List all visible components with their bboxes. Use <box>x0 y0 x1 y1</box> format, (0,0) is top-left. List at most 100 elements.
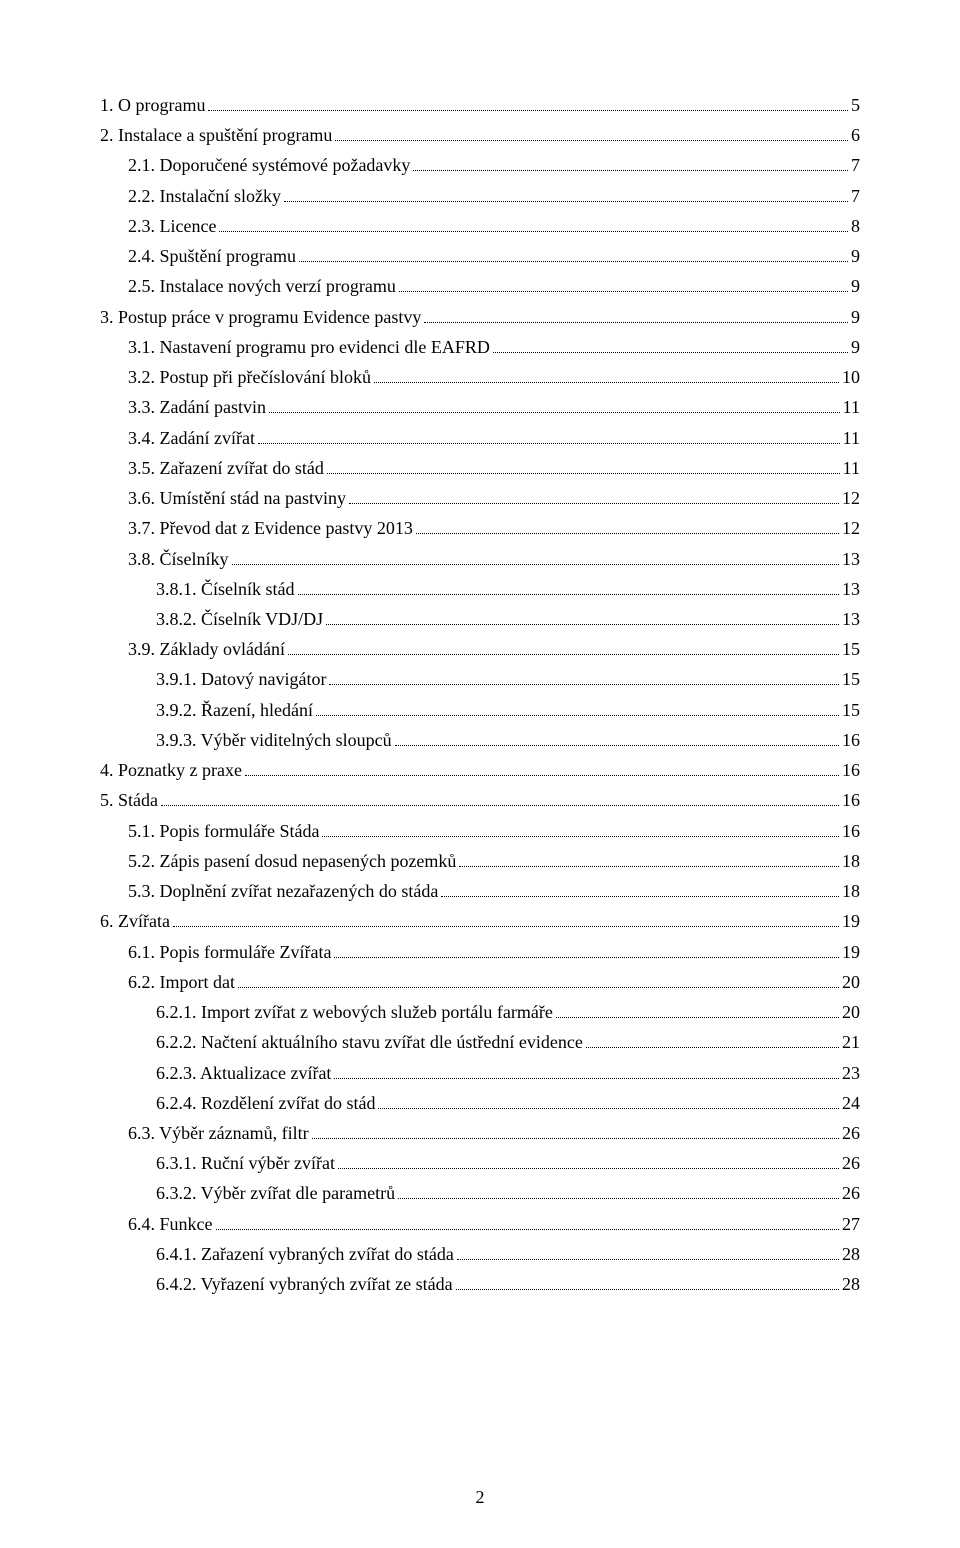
toc-dot-leader <box>349 503 839 504</box>
toc-entry: 6.2.4. Rozdělení zvířat do stád24 <box>100 1088 860 1118</box>
toc-dot-leader <box>395 745 839 746</box>
toc-dot-leader <box>173 926 839 927</box>
toc-entry-title: 5.3. Doplnění zvířat nezařazených do stá… <box>128 876 438 906</box>
toc-dot-leader <box>334 1078 839 1079</box>
toc-entry-title: 3.3. Zadání pastvin <box>128 392 266 422</box>
toc-entry-title: 3.9.1. Datový navigátor <box>156 664 326 694</box>
toc-entry: 3. Postup práce v programu Evidence past… <box>100 302 860 332</box>
toc-dot-leader <box>219 231 848 232</box>
toc-entry: 6.1. Popis formuláře Zvířata19 <box>100 937 860 967</box>
toc-dot-leader <box>299 261 848 262</box>
toc-dot-leader <box>312 1138 839 1139</box>
toc-entry-title: 3.1. Nastavení programu pro evidenci dle… <box>128 332 490 362</box>
toc-entry: 2. Instalace a spuštění programu 6 <box>100 120 860 150</box>
toc-entry: 3.9.2. Řazení, hledání15 <box>100 695 860 725</box>
toc-dot-leader <box>335 140 848 141</box>
toc-dot-leader <box>398 1198 839 1199</box>
toc-entry-title: 4. Poznatky z praxe <box>100 755 242 785</box>
toc-entry-page: 11 <box>843 453 860 483</box>
toc-entry-page: 26 <box>842 1148 860 1178</box>
toc-entry-title: 1. O programu <box>100 90 205 120</box>
toc-entry-page: 16 <box>842 785 860 815</box>
toc-entry-title: 6.2.1. Import zvířat z webových služeb p… <box>156 997 553 1027</box>
toc-entry-page: 11 <box>843 423 860 453</box>
toc-dot-leader <box>413 170 848 171</box>
toc-entry-page: 7 <box>851 181 860 211</box>
toc-entry: 6.4.2. Vyřazení vybraných zvířat ze stád… <box>100 1269 860 1299</box>
toc-entry-page: 18 <box>842 846 860 876</box>
toc-entry: 6.2.1. Import zvířat z webových služeb p… <box>100 997 860 1027</box>
toc-entry: 3.1. Nastavení programu pro evidenci dle… <box>100 332 860 362</box>
toc-entry-page: 15 <box>842 664 860 694</box>
toc-entry-page: 13 <box>842 604 860 634</box>
toc-dot-leader <box>456 1289 839 1290</box>
toc-dot-leader <box>284 201 848 202</box>
toc-dot-leader <box>493 352 848 353</box>
toc-entry-page: 20 <box>842 997 860 1027</box>
toc-entry-title: 6.3.1. Ruční výběr zvířat <box>156 1148 335 1178</box>
toc-entry-page: 15 <box>842 695 860 725</box>
toc-entry: 6.2. Import dat20 <box>100 967 860 997</box>
toc-entry-page: 12 <box>842 513 860 543</box>
toc-entry: 3.2. Postup při přečíslování bloků10 <box>100 362 860 392</box>
toc-entry-title: 3.4. Zadání zvířat <box>128 423 255 453</box>
toc-entry-page: 10 <box>842 362 860 392</box>
toc-entry: 6.4.1. Zařazení vybraných zvířat do stád… <box>100 1239 860 1269</box>
toc-entry-title: 3.8.1. Číselník stád <box>156 574 295 604</box>
toc-entry: 6.2.3. Aktualizace zvířat 23 <box>100 1058 860 1088</box>
toc-entry: 6.3. Výběr záznamů, filtr26 <box>100 1118 860 1148</box>
toc-entry: 3.8. Číselníky13 <box>100 544 860 574</box>
toc-dot-leader <box>556 1017 839 1018</box>
toc-entry-page: 16 <box>842 755 860 785</box>
toc-entry-title: 3.7. Převod dat z Evidence pastvy 2013 <box>128 513 413 543</box>
toc-entry: 2.2. Instalační složky 7 <box>100 181 860 211</box>
toc-entry-page: 13 <box>842 544 860 574</box>
toc-entry: 3.6. Umístění stád na pastviny12 <box>100 483 860 513</box>
toc-entry-page: 15 <box>842 634 860 664</box>
toc-dot-leader <box>374 382 839 383</box>
toc-entry-page: 18 <box>842 876 860 906</box>
toc-dot-leader <box>288 654 839 655</box>
toc-dot-leader <box>316 715 839 716</box>
toc-entry: 4. Poznatky z praxe 16 <box>100 755 860 785</box>
toc-entry-title: 3.9. Základy ovládání <box>128 634 285 664</box>
toc-entry-page: 9 <box>851 271 860 301</box>
toc-entry: 6.3.1. Ruční výběr zvířat 26 <box>100 1148 860 1178</box>
toc-entry-page: 13 <box>842 574 860 604</box>
toc-entry: 3.8.1. Číselník stád 13 <box>100 574 860 604</box>
toc-entry-page: 6 <box>851 120 860 150</box>
toc-entry-title: 6.1. Popis formuláře Zvířata <box>128 937 331 967</box>
toc-entry-page: 9 <box>851 302 860 332</box>
toc-dot-leader <box>245 775 839 776</box>
toc-entry-title: 2. Instalace a spuštění programu <box>100 120 332 150</box>
toc-entry: 1. O programu5 <box>100 90 860 120</box>
toc-entry: 3.9.1. Datový navigátor 15 <box>100 664 860 694</box>
toc-entry: 6. Zvířata19 <box>100 906 860 936</box>
toc-entry: 3.3. Zadání pastvin11 <box>100 392 860 422</box>
toc-entry: 3.4. Zadání zvířat 11 <box>100 423 860 453</box>
toc-entry-page: 28 <box>842 1269 860 1299</box>
toc-entry-page: 24 <box>842 1088 860 1118</box>
toc-dot-leader <box>322 836 839 837</box>
toc-dot-leader <box>208 110 848 111</box>
table-of-contents: 1. O programu52. Instalace a spuštění pr… <box>100 90 860 1299</box>
toc-entry-title: 6.2. Import dat <box>128 967 235 997</box>
toc-entry-page: 9 <box>851 241 860 271</box>
toc-entry-title: 6.2.3. Aktualizace zvířat <box>156 1058 331 1088</box>
toc-dot-leader <box>298 594 840 595</box>
toc-entry-page: 28 <box>842 1239 860 1269</box>
toc-dot-leader <box>238 987 839 988</box>
toc-dot-leader <box>327 473 840 474</box>
toc-entry-page: 23 <box>842 1058 860 1088</box>
toc-dot-leader <box>424 322 848 323</box>
toc-dot-leader <box>399 291 848 292</box>
toc-entry-title: 3. Postup práce v programu Evidence past… <box>100 302 421 332</box>
toc-entry: 5.1. Popis formuláře Stáda16 <box>100 816 860 846</box>
toc-dot-leader <box>586 1047 839 1048</box>
toc-entry-page: 7 <box>851 150 860 180</box>
toc-dot-leader <box>269 412 840 413</box>
toc-entry-title: 5. Stáda <box>100 785 158 815</box>
toc-entry-title: 2.2. Instalační složky <box>128 181 281 211</box>
toc-entry-page: 16 <box>842 816 860 846</box>
toc-dot-leader <box>459 866 839 867</box>
